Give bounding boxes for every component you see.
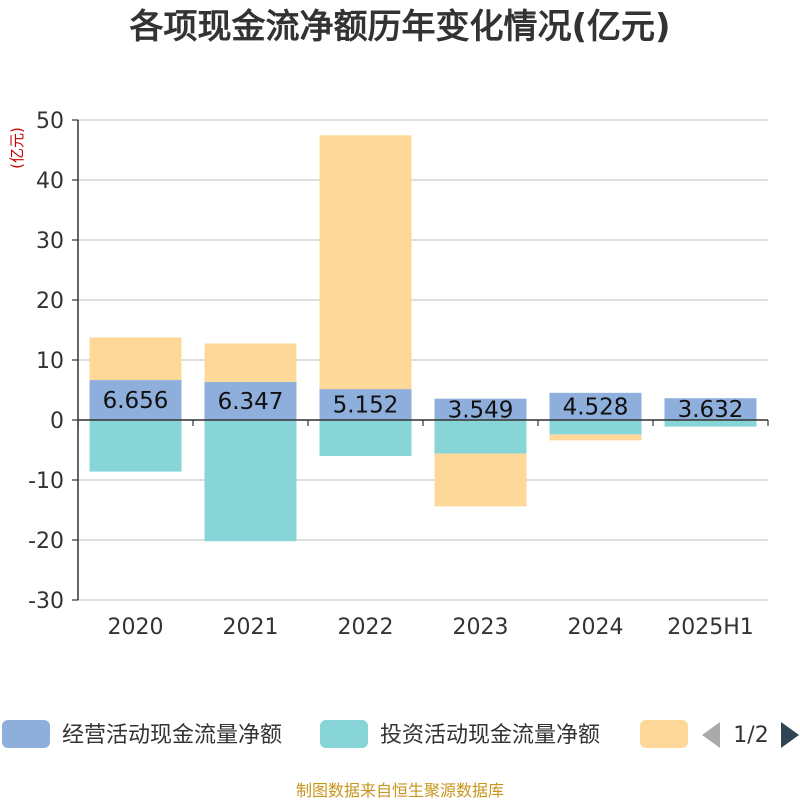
y-tick-label: -20 — [28, 529, 64, 554]
y-tick-label: -10 — [28, 469, 64, 494]
bar-series-2-2021[interactable] — [204, 420, 297, 542]
y-tick-label: 40 — [36, 169, 64, 194]
bar-series-3-2023[interactable] — [434, 453, 527, 507]
data-labels: 6.656 6.347 5.152 3.549 4.528 3.632 — [103, 388, 744, 423]
data-label: 6.656 — [103, 388, 169, 414]
footer-source: 制图数据来自恒生聚源数据库 — [296, 781, 504, 800]
bar-series-1-2025H1[interactable] — [664, 398, 757, 420]
legend-label-1[interactable]: 经营活动现金流量净额 — [62, 723, 282, 748]
data-label: 3.632 — [678, 397, 744, 423]
bar-series-2-2024[interactable] — [549, 420, 642, 435]
bars — [89, 135, 757, 542]
x-tick-label: 2022 — [338, 615, 394, 640]
y-tick-label: -30 — [28, 589, 64, 614]
y-tick-label: 50 — [36, 109, 64, 134]
data-label: 6.347 — [218, 389, 284, 415]
x-tick-label: 2020 — [108, 615, 164, 640]
bar-series-1-2022[interactable] — [319, 389, 412, 420]
bar-series-1-2020[interactable] — [89, 380, 182, 420]
x-tick-label: 2023 — [453, 615, 509, 640]
bar-series-1-2021[interactable] — [204, 381, 297, 420]
bar-series-3-2022[interactable] — [319, 135, 412, 390]
axes: 50 40 30 20 10 0 -10 -20 -30 2020 2021 2022 2023 2024… — [28, 109, 769, 640]
legend: 经营活动现金流量净额 投资活动现金流量净额 1/2 — [2, 720, 799, 748]
bar-series-3-2020[interactable] — [89, 337, 182, 381]
bar-series-2-2022[interactable] — [319, 420, 412, 456]
bar-series-1-2024[interactable] — [549, 392, 642, 420]
legend-page-indicator: 1/2 — [733, 723, 768, 748]
x-tick-label: 2025H1 — [667, 615, 754, 640]
data-label: 5.152 — [333, 393, 399, 419]
legend-swatch-1[interactable] — [2, 720, 50, 748]
legend-prev-arrow-icon[interactable] — [702, 722, 720, 748]
legend-swatch-3[interactable] — [640, 720, 688, 748]
bar-series-3-2024[interactable] — [549, 434, 642, 441]
x-tick-label: 2024 — [568, 615, 624, 640]
y-tick-label: 30 — [36, 229, 64, 254]
bar-series-2-2023[interactable] — [434, 420, 527, 454]
chart-title: 各项现金流净额历年变化情况(亿元) — [129, 7, 670, 47]
x-tick-label: 2021 — [223, 615, 279, 640]
y-tick-label: 20 — [36, 289, 64, 314]
bar-series-1-2023[interactable] — [434, 398, 527, 420]
y-unit-label: (亿元) — [8, 127, 26, 169]
legend-label-2[interactable]: 投资活动现金流量净额 — [380, 723, 600, 748]
bar-series-2-2025H1[interactable] — [664, 420, 757, 427]
data-label: 3.549 — [448, 397, 514, 423]
data-label: 4.528 — [563, 394, 629, 420]
legend-swatch-2[interactable] — [320, 720, 368, 748]
y-tick-label: 0 — [50, 409, 64, 434]
bar-series-3-2021[interactable] — [204, 343, 297, 382]
bar-series-2-2020[interactable] — [89, 420, 182, 472]
y-tick-label: 10 — [36, 349, 64, 374]
legend-next-arrow-icon[interactable] — [781, 722, 799, 748]
